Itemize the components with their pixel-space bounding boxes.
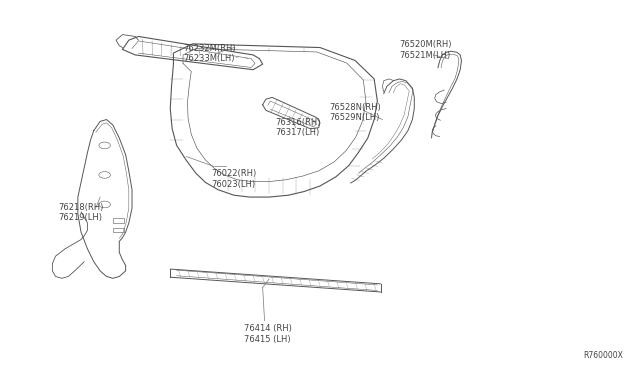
Bar — [113, 228, 124, 232]
Text: R760000X: R760000X — [583, 350, 623, 359]
Text: 76022(RH)
76023(LH): 76022(RH) 76023(LH) — [212, 169, 257, 189]
Text: 76528N(RH)
76529N(LH): 76528N(RH) 76529N(LH) — [330, 103, 381, 122]
Text: 76218(RH)
76219(LH): 76218(RH) 76219(LH) — [59, 203, 104, 222]
Text: 76232M(RH)
76233M(LH): 76232M(RH) 76233M(LH) — [183, 44, 236, 63]
Text: 76414 (RH)
76415 (LH): 76414 (RH) 76415 (LH) — [244, 324, 291, 344]
Bar — [113, 218, 124, 223]
Text: 76520M(RH)
76521M(LH): 76520M(RH) 76521M(LH) — [399, 40, 452, 60]
Text: 76316(RH)
76317(LH): 76316(RH) 76317(LH) — [275, 118, 321, 137]
